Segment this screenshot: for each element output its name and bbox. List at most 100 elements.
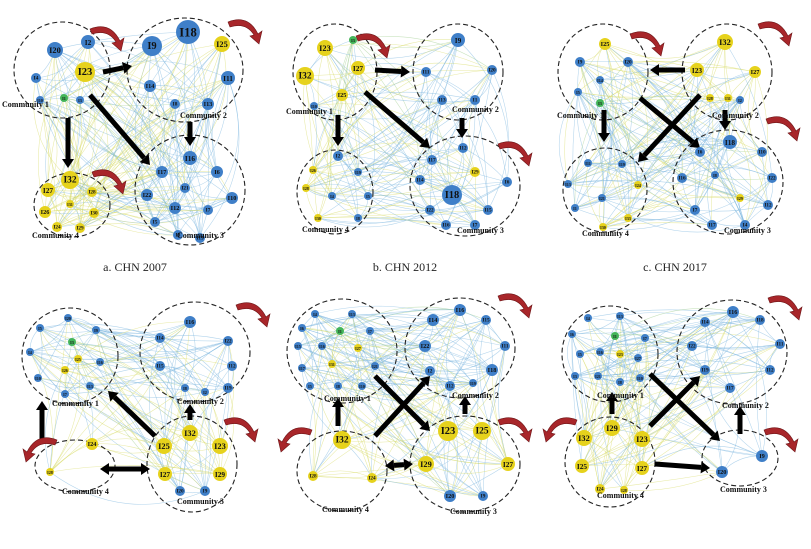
node-circle xyxy=(594,372,602,380)
node-label: I3 xyxy=(351,38,355,43)
edge-line xyxy=(574,337,646,377)
panel-caption: a. CHN 2007 xyxy=(103,260,167,274)
node-circle xyxy=(354,344,362,352)
edge-line xyxy=(361,345,426,387)
edge-line xyxy=(331,171,476,197)
node-label: I10 xyxy=(35,376,41,381)
node-label: I13 xyxy=(438,98,446,104)
edge-line xyxy=(313,91,476,107)
edge-line xyxy=(84,71,229,90)
edge-line xyxy=(574,375,643,469)
edge-line xyxy=(574,102,601,209)
node-circle xyxy=(201,388,209,396)
edge-line xyxy=(321,345,506,366)
node-label: I29 xyxy=(471,170,479,176)
edge-line xyxy=(361,385,509,465)
node-circle xyxy=(564,180,572,188)
node-label: I1 xyxy=(573,206,577,211)
node-circle xyxy=(227,361,237,371)
edge-line xyxy=(425,71,476,101)
community-boundary-2 xyxy=(412,23,504,121)
edge-line xyxy=(369,330,506,347)
node-label: I31 xyxy=(67,202,73,207)
node-circle xyxy=(349,36,357,44)
node-circle xyxy=(212,438,228,454)
node-circle xyxy=(31,73,41,83)
edge-line xyxy=(341,439,451,497)
edge-line xyxy=(601,197,746,233)
node-label: I23 xyxy=(214,442,226,451)
edge-line xyxy=(691,319,761,347)
edge-line xyxy=(425,382,474,465)
community-label: Community 4 xyxy=(302,225,349,234)
node-label: I10 xyxy=(359,384,365,389)
edge-line xyxy=(29,351,166,475)
edge-line xyxy=(64,365,161,395)
node-circle xyxy=(61,171,79,189)
edge-line xyxy=(574,184,639,209)
edge-line xyxy=(189,43,227,159)
edge-line xyxy=(337,382,474,396)
node-label: I19 xyxy=(619,162,625,167)
community-boundary-4 xyxy=(562,147,648,233)
edge-line xyxy=(604,43,639,186)
edge-line xyxy=(694,204,769,212)
edge-line xyxy=(189,157,204,239)
node-label: I22 xyxy=(224,339,232,345)
community-label: Community 3 xyxy=(724,226,771,235)
node-label: I8 xyxy=(356,216,360,221)
edge-line xyxy=(599,471,723,490)
node-label: I26 xyxy=(310,168,316,173)
edge-line xyxy=(35,77,81,229)
edge-line xyxy=(424,345,484,497)
flow-arrow-head xyxy=(100,463,109,475)
node-label: I29 xyxy=(606,424,618,433)
node-label: I9 xyxy=(147,41,156,52)
edge-line xyxy=(49,427,191,473)
node-label: I5 xyxy=(308,384,312,389)
edge-line xyxy=(681,177,746,226)
edge-line xyxy=(77,340,229,360)
flow-arrow-head xyxy=(184,404,196,413)
edge-line xyxy=(448,385,484,497)
node-label: I32 xyxy=(298,72,311,82)
edge-line xyxy=(583,319,761,439)
edge-line xyxy=(301,327,493,375)
flow-arrow-shaft xyxy=(638,96,695,145)
edge-line xyxy=(303,75,333,197)
node-circle xyxy=(635,461,649,475)
edge-line xyxy=(432,319,493,371)
node-label: I16 xyxy=(729,309,738,316)
edge-line xyxy=(309,379,363,387)
node-label: I20 xyxy=(446,493,455,500)
edges xyxy=(303,36,510,228)
nodes: I4 I13 I6 I1 I7 I5 I16 I23 I27 I3 I21 I8 I10 I16 I14 I1… xyxy=(568,306,785,494)
edge-line xyxy=(721,455,763,473)
node-circle xyxy=(690,63,704,77)
edge-line xyxy=(331,195,431,211)
edge-line xyxy=(49,385,91,473)
edge-line xyxy=(587,162,639,186)
edge-line xyxy=(341,62,493,96)
edge-line xyxy=(498,345,509,465)
node-label: I9 xyxy=(759,453,765,460)
node-label: I23 xyxy=(441,426,456,437)
node-label: I32 xyxy=(578,434,590,443)
edge-line xyxy=(164,321,191,492)
node-circle xyxy=(170,99,180,109)
node-circle xyxy=(183,151,197,165)
panel-caption: e. EU 2012 xyxy=(378,546,432,549)
edge-line xyxy=(567,183,639,188)
edge-line xyxy=(39,327,97,333)
edge-line xyxy=(627,69,699,219)
edge-line xyxy=(577,91,741,199)
edge-line xyxy=(699,151,741,199)
node-label: I15 xyxy=(156,364,164,370)
node-circle xyxy=(706,94,714,102)
edge-line xyxy=(331,147,464,197)
edge-line xyxy=(317,47,339,157)
node-label: I11 xyxy=(501,344,508,350)
node-circle xyxy=(221,71,235,85)
edge-line xyxy=(324,43,493,71)
edge-line xyxy=(69,179,186,192)
